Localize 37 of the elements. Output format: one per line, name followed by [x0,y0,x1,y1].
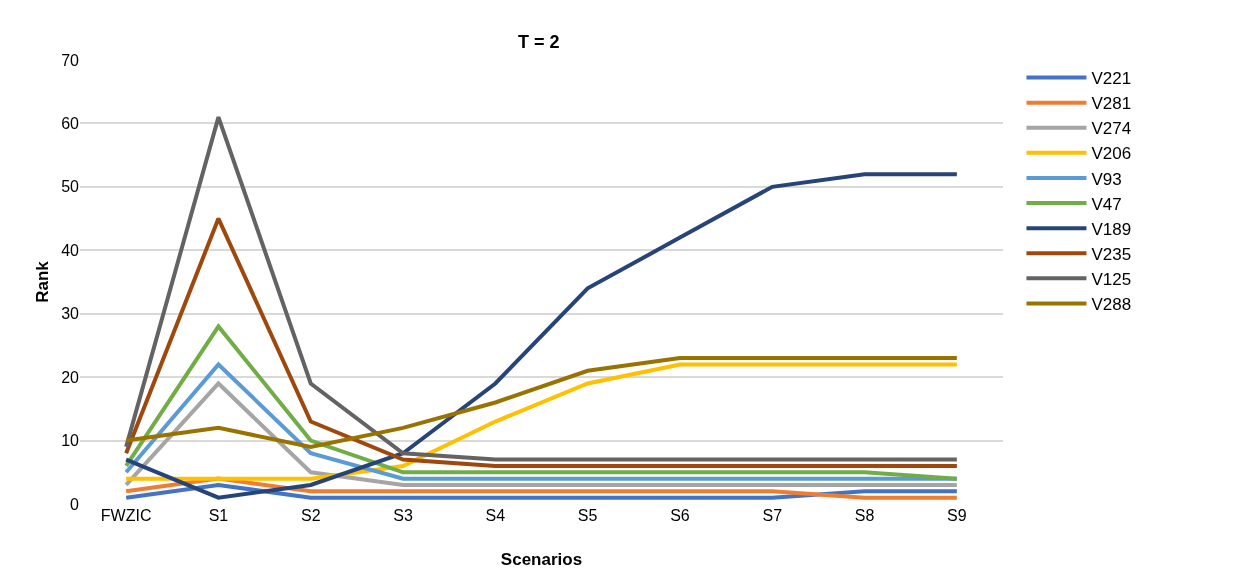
x-tick-label: FWZIC [100,507,152,524]
legend-label: V281 [1091,94,1132,114]
x-tick-label: S3 [393,507,413,524]
legend-label: V206 [1091,144,1132,164]
line-series [124,216,959,468]
y-tick-label: 60 [61,115,80,133]
chart-title: T = 2 [518,31,560,52]
line-series [124,172,959,500]
y-tick-label: 20 [61,368,80,386]
line-series [124,362,959,481]
x-tick-label: S6 [670,507,690,524]
y-tick-label: 70 [61,51,80,69]
legend-label: V47 [1091,194,1122,214]
x-tick-label: S1 [208,507,229,524]
x-tick-label: S5 [577,507,598,524]
x-tick-label: S2 [300,507,321,524]
line-series [124,324,959,481]
x-tick-label: S9 [947,507,967,524]
y-tick-label: 50 [61,178,80,196]
x-tick-label: S4 [485,507,506,524]
line-series [124,115,959,462]
x-axis-title: Scenarios [500,550,583,569]
y-axis-title: Rank [32,260,52,303]
legend-label: V93 [1091,169,1122,189]
y-tick-label: 0 [70,495,80,513]
line-series [124,356,959,449]
legend-label: V189 [1091,219,1132,239]
y-tick-label: 30 [61,305,80,323]
y-tick-label: 40 [61,241,80,259]
legend-label: V125 [1091,269,1132,289]
y-tick-label: 10 [61,432,80,450]
x-tick-label: S8 [854,507,875,524]
legend-label: V288 [1091,295,1132,315]
legend-label: V274 [1091,119,1132,139]
legend-label: V235 [1091,244,1132,264]
x-tick-label: S7 [762,507,783,524]
legend-label: V221 [1091,69,1132,89]
